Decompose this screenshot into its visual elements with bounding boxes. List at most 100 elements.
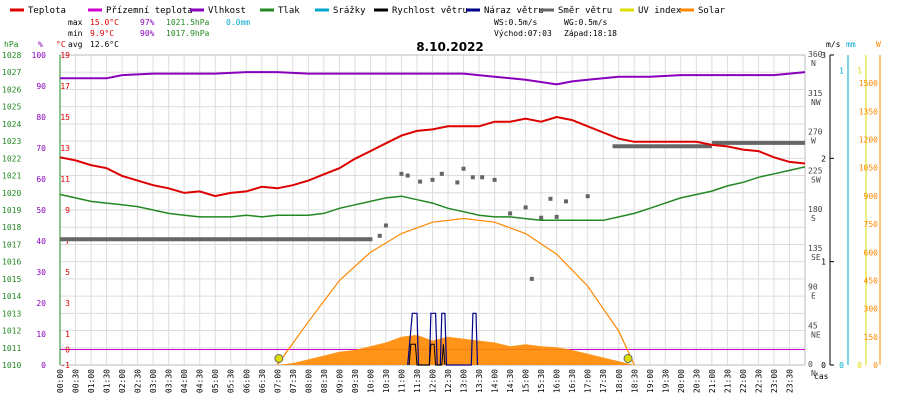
- x-tick: 08:00: [304, 369, 313, 393]
- direction-point: [455, 180, 460, 185]
- x-tick: 01:30: [103, 369, 112, 393]
- solar-max-line: [276, 217, 635, 366]
- direction-point: [548, 196, 553, 201]
- x-tick: 18:30: [630, 369, 639, 393]
- pressure-tick: 1018: [2, 223, 21, 232]
- wind-tick: 3: [821, 51, 826, 60]
- temperature-tick: 17: [60, 82, 70, 91]
- x-axis-label: čas: [814, 371, 829, 381]
- x-tick: 03:30: [165, 369, 174, 393]
- x-tick: 10:00: [366, 369, 375, 393]
- x-tick: 21:30: [723, 369, 732, 393]
- pressure-tick: 1019: [2, 206, 21, 215]
- axes: hPa% °C1010101110121013101410151016101710…: [2, 40, 881, 393]
- pressure-tick: 1015: [2, 275, 21, 284]
- x-tick: 22:00: [739, 369, 748, 393]
- pressure-tick: 1025: [2, 103, 21, 112]
- rain-axis-unit: mm: [846, 40, 856, 49]
- temperature-tick: -1: [60, 361, 70, 370]
- x-tick: 11:00: [397, 369, 406, 393]
- direction-point: [529, 276, 534, 281]
- temperature-axis-unit: °C: [56, 40, 66, 49]
- x-tick: 17:00: [584, 369, 593, 393]
- temperature-tick: 13: [60, 144, 70, 153]
- direction-tick-name: E: [811, 292, 816, 301]
- x-tick: 11:30: [413, 369, 422, 393]
- stat-wind-speed: WS:0.5m/s: [494, 18, 538, 27]
- stat-max-humidity: 97%: [140, 18, 155, 27]
- x-tick: 12:00: [429, 369, 438, 393]
- x-tick: 12:30: [444, 369, 453, 393]
- wind-tick: 2: [821, 154, 826, 163]
- legend-label-8: UV index: [638, 6, 682, 16]
- stat-wind-gust: WG:0.5m/s: [564, 18, 608, 27]
- x-tick: 02:00: [118, 369, 127, 393]
- x-tick: 15:30: [537, 369, 546, 393]
- legend-label-2: Vlhkost: [208, 6, 246, 16]
- humidity-tick: 60: [36, 175, 46, 184]
- direction-point: [461, 166, 466, 171]
- direction-tick-degree: 45: [808, 321, 818, 330]
- x-tick: 20:30: [692, 369, 701, 393]
- x-tick: 05:00: [211, 369, 220, 393]
- x-tick: 17:30: [599, 369, 608, 393]
- temperature-tick: 5: [65, 268, 70, 277]
- direction-tick-name: NW: [811, 98, 821, 107]
- x-tick: 04:30: [196, 369, 205, 393]
- temperature-tick: 15: [60, 113, 70, 122]
- pressure-axis-unit: hPa: [4, 40, 19, 49]
- stat-min-temp: 9.9°C: [90, 29, 114, 38]
- humidity-tick: 50: [36, 206, 46, 215]
- pressure-tick: 1027: [2, 68, 21, 77]
- humidity-line: [60, 71, 806, 86]
- direction-point: [492, 177, 497, 182]
- solar-tick: 600: [864, 248, 879, 257]
- stat-max-rain: 0.0mm: [226, 18, 250, 27]
- temperature-tick: 0: [65, 346, 70, 355]
- pressure-tick: 1023: [2, 137, 21, 146]
- x-tick: 19:00: [646, 369, 655, 393]
- direction-point: [439, 171, 444, 176]
- solar-tick: 1500: [859, 79, 878, 88]
- x-tick: 14:30: [506, 369, 515, 393]
- wind-speed-line: [408, 343, 446, 366]
- direction-point: [405, 173, 410, 178]
- solar-tick: 1050: [859, 164, 878, 173]
- x-tick: 03:00: [149, 369, 158, 393]
- x-tick: 23:30: [785, 369, 794, 393]
- legend-label-9: Solar: [698, 6, 726, 16]
- stat-sunset: Západ:18:18: [564, 29, 617, 38]
- x-tick: 00:00: [56, 369, 65, 393]
- direction-tick-degree: 90: [808, 283, 818, 292]
- legend-label-3: Tlak: [278, 6, 300, 16]
- direction-tick-name: S: [811, 214, 816, 223]
- wind-tick: 0: [821, 361, 826, 370]
- solar-tick: 750: [864, 220, 879, 229]
- direction-tick-name: W: [811, 137, 816, 146]
- direction-point: [554, 214, 559, 219]
- direction-tick-degree: 270: [808, 128, 823, 137]
- solar-tick: 150: [864, 333, 879, 342]
- direction-tick-name: NE: [811, 330, 821, 339]
- direction-point: [585, 194, 590, 199]
- direction-point: [470, 175, 475, 180]
- temperature-tick: 19: [60, 51, 70, 60]
- x-tick: 15:00: [522, 369, 531, 393]
- solar-tick: 300: [864, 305, 879, 314]
- wind-axis-unit: m/s: [826, 40, 841, 49]
- solar-tick: 1200: [859, 136, 878, 145]
- solar-tick: 900: [864, 192, 879, 201]
- x-tick: 02:30: [134, 369, 143, 393]
- pressure-tick: 1020: [2, 189, 21, 198]
- x-tick: 06:00: [242, 369, 251, 393]
- humidity-tick: 100: [32, 51, 47, 60]
- uv-point: [623, 354, 633, 363]
- direction-point: [399, 171, 404, 176]
- solar-axis-unit: W: [876, 40, 881, 49]
- direction-point: [563, 199, 568, 204]
- direction-point: [418, 179, 423, 184]
- direction-tick-degree: 135: [808, 244, 823, 253]
- temperature-tick: 11: [60, 175, 70, 184]
